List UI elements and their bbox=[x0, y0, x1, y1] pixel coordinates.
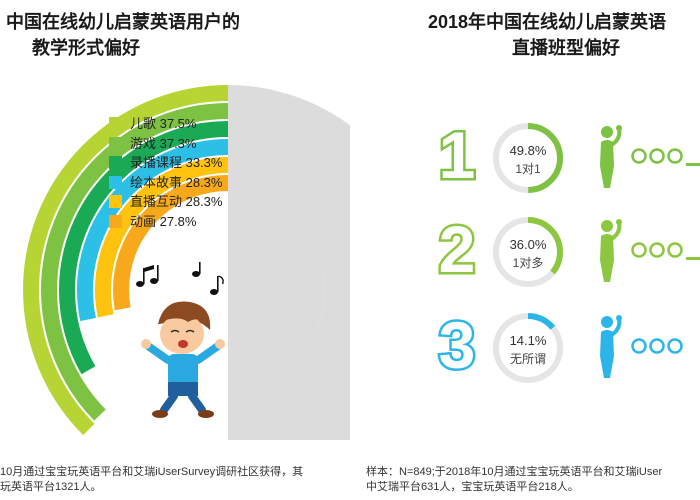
donut-percentage: 49.8% bbox=[509, 143, 547, 158]
rank-number: 1 bbox=[437, 118, 477, 190]
radial-bar-录播课程 bbox=[59, 121, 350, 440]
left-footnote-line1: 10月通过宝宝玩英语平台和艾瑞iUserSurvey调研社区获得，其 bbox=[0, 466, 304, 478]
radial-bar-直播互动 bbox=[95, 157, 350, 423]
right-panel: 2018年中国在线幼儿启蒙英语 直播班型偏好 1 49.8% 1对1 2 36.0% 1对… bbox=[352, 0, 700, 500]
chart-center-shade bbox=[228, 193, 325, 387]
music-note-icon bbox=[136, 265, 159, 287]
donut-ring bbox=[493, 123, 563, 193]
rank-row: 3 14.1% 无所谓 bbox=[352, 308, 700, 388]
donut-percentage: 14.1% bbox=[509, 333, 547, 348]
svg-text:3: 3 bbox=[439, 308, 476, 380]
legend-swatch bbox=[109, 214, 122, 228]
donut-arc bbox=[493, 123, 563, 193]
rank-number: 2 bbox=[437, 212, 477, 284]
rank-number: 3 bbox=[437, 308, 477, 380]
left-panel: 中国在线幼儿启蒙英语用户的 教学形式偏好 儿歌 37.5% 游戏 37.3% 录播课… bbox=[0, 12, 350, 493]
person-icon bbox=[600, 315, 622, 378]
legend-item: 动画 27.8% bbox=[109, 211, 197, 229]
svg-text:1: 1 bbox=[439, 118, 476, 190]
right-footnote-line1: 样本：N=849;于2018年10月通过宝宝玩英语平台和艾瑞iUser bbox=[366, 466, 663, 478]
person-icon bbox=[600, 219, 622, 282]
left-title-line2: 教学形式偏好 bbox=[32, 38, 140, 58]
right-footnote-line2: 中艾瑞平台631人，宝宝玩英语平台218人。 bbox=[366, 481, 579, 493]
legend-item: 直播互动 28.3% bbox=[109, 191, 223, 209]
legend-item: 录播课程 33.3% bbox=[109, 152, 223, 170]
seat-dots bbox=[631, 148, 700, 166]
donut-label: 1对多 bbox=[512, 256, 544, 270]
seat-dots bbox=[631, 242, 700, 260]
seat-dots bbox=[631, 338, 683, 354]
kid-illustration bbox=[136, 262, 225, 418]
right-title-line1: 2018年中国在线幼儿启蒙英语 bbox=[428, 12, 667, 32]
legend-swatch bbox=[109, 117, 122, 130]
radial-bar-动画 bbox=[113, 175, 343, 405]
radial-bar-儿歌 bbox=[23, 85, 350, 440]
legend-label: 儿歌 37.5% bbox=[130, 116, 197, 131]
rank-row: 2 36.0% 1对多 bbox=[352, 212, 700, 292]
donut-ring bbox=[493, 217, 563, 287]
legend-label: 绘本故事 28.3% bbox=[130, 174, 223, 190]
svg-text:2: 2 bbox=[439, 212, 476, 284]
left-footnote-line2: 玩英语平台1321人。 bbox=[0, 481, 102, 493]
donut-arc bbox=[493, 217, 563, 287]
right-title-line2: 直播班型偏好 bbox=[512, 38, 620, 58]
legend-label: 直播互动 28.3% bbox=[130, 194, 223, 209]
legend-label: 游戏 37.3% bbox=[130, 135, 197, 151]
legend-item: 儿歌 37.5% bbox=[109, 113, 197, 131]
legend-label: 录播课程 33.3% bbox=[130, 155, 223, 170]
legend-item: 绘本故事 28.3% bbox=[109, 172, 223, 190]
donut-ring bbox=[493, 313, 563, 383]
donut-label: 1对1 bbox=[515, 162, 541, 176]
panel-divider bbox=[350, 0, 351, 500]
legend-item: 游戏 37.3% bbox=[109, 133, 197, 151]
rank-row: 1 49.8% 1对1 bbox=[352, 118, 700, 198]
radial-bar-游戏 bbox=[41, 103, 350, 440]
donut-percentage: 36.0% bbox=[509, 237, 547, 252]
left-title-line1: 中国在线幼儿启蒙英语用户的 bbox=[6, 12, 240, 32]
legend-swatch bbox=[109, 156, 122, 169]
radial-bar-绘本故事 bbox=[77, 139, 350, 440]
donut-label: 无所谓 bbox=[509, 352, 546, 366]
person-icon bbox=[600, 125, 622, 188]
legend-swatch bbox=[109, 195, 122, 208]
donut-arc bbox=[493, 313, 563, 383]
legend-swatch bbox=[109, 175, 122, 189]
legend-label: 动画 27.8% bbox=[130, 213, 197, 229]
legend-swatch bbox=[109, 136, 122, 150]
